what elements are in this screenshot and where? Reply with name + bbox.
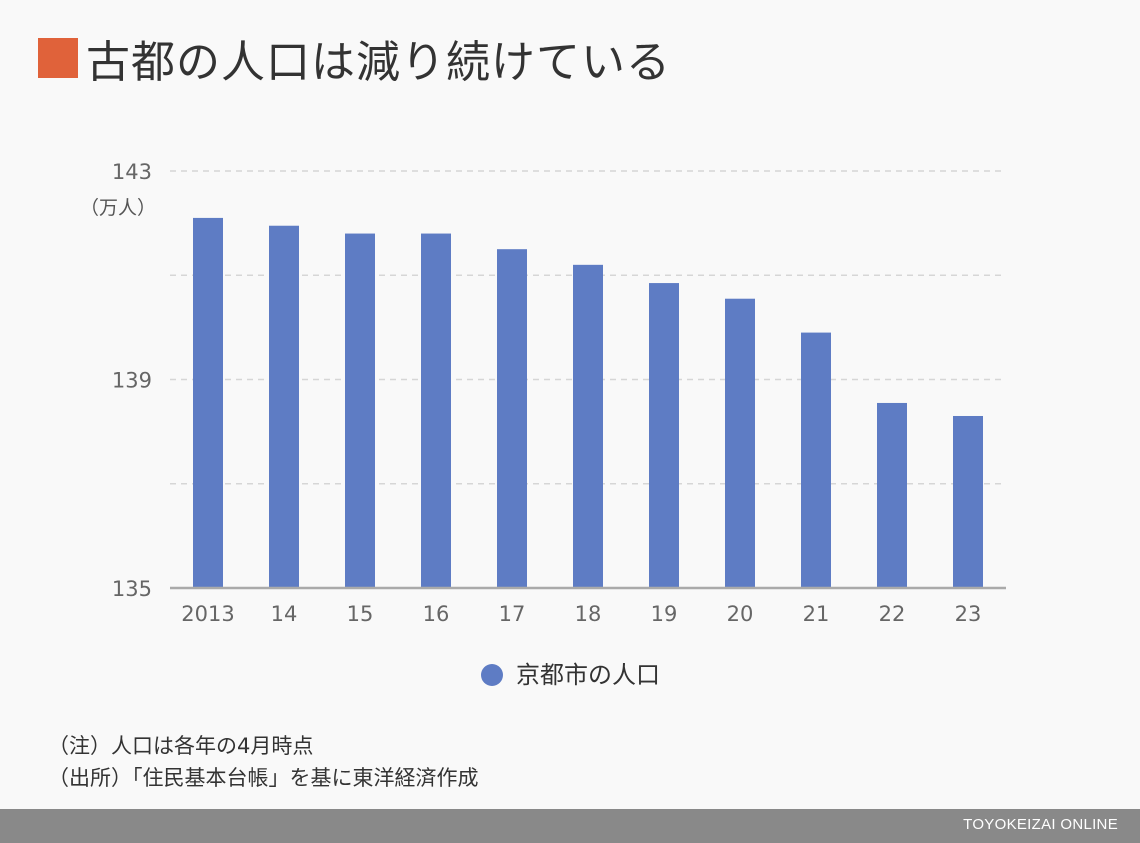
source-line: （出所）「住民基本台帳」を基に東洋経済作成 xyxy=(48,766,479,790)
notes: （注）人口は各年の4月時点 （出所）「住民基本台帳」を基に東洋経済作成 xyxy=(48,730,479,794)
bars xyxy=(193,217,983,589)
axes: 135 139 143 （万人） 2013 14 15 16 17 18 19 20 21 22 23 xyxy=(80,160,1006,626)
bar xyxy=(877,402,907,588)
bar xyxy=(193,217,223,588)
x-tick-label: 18 xyxy=(575,602,602,626)
legend-label: 京都市の人口 xyxy=(516,661,660,689)
x-tick-label: 20 xyxy=(727,602,754,626)
x-tick-label: 22 xyxy=(879,602,906,626)
x-tick-label: 19 xyxy=(651,602,678,626)
footer-brand: TOYOKEIZAI ONLINE xyxy=(963,816,1118,833)
bar xyxy=(725,298,755,588)
x-tick-label: 17 xyxy=(499,602,526,626)
footer-bar: TOYOKEIZAI ONLINE xyxy=(0,809,1140,843)
x-tick-label: 23 xyxy=(955,602,982,626)
x-tick-label: 14 xyxy=(271,602,298,626)
x-tick-label: 16 xyxy=(423,602,450,626)
y-tick-label: 139 xyxy=(112,369,152,393)
bar xyxy=(421,233,451,589)
x-tick-label: 21 xyxy=(803,602,830,626)
bar xyxy=(497,249,527,588)
bar xyxy=(953,415,983,588)
x-tick-label: 15 xyxy=(347,602,374,626)
y-unit-label: （万人） xyxy=(80,197,156,219)
title-row: 古都の人口は減り続けている xyxy=(38,30,671,88)
bar xyxy=(649,283,679,588)
legend: 京都市の人口 xyxy=(481,661,660,689)
bar xyxy=(269,225,299,588)
chart-title: 古都の人口は減り続けている xyxy=(86,37,671,88)
bar xyxy=(573,264,603,588)
legend-marker xyxy=(481,664,503,686)
bar xyxy=(801,332,831,588)
note-line: （注）人口は各年の4月時点 xyxy=(48,734,314,758)
y-tick-label: 135 xyxy=(112,577,152,601)
bar xyxy=(345,233,375,589)
y-tick-label: 143 xyxy=(112,160,152,184)
title-marker xyxy=(38,38,78,78)
x-tick-label: 2013 xyxy=(181,602,234,626)
